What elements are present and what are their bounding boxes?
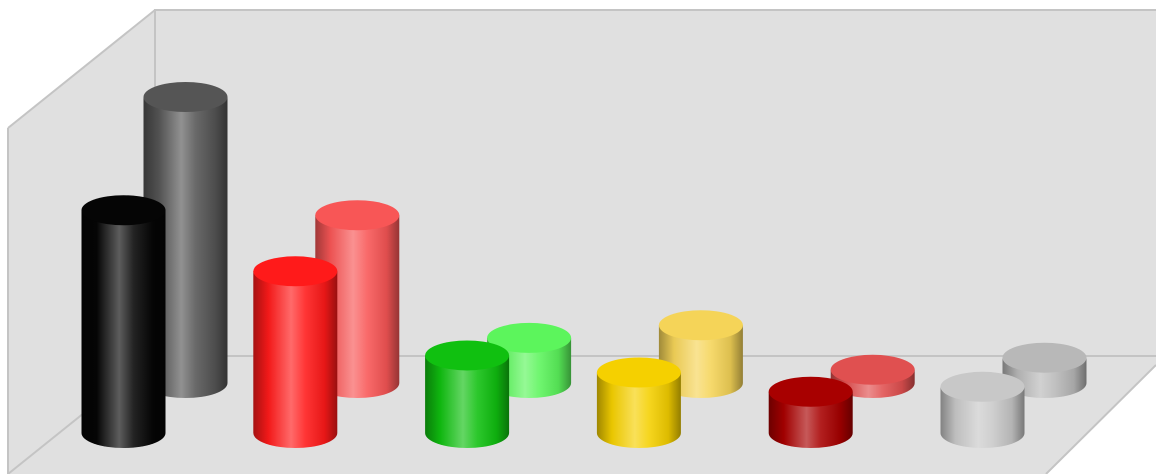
side-wall-top-edge <box>7 9 156 129</box>
cylinder-bar-s1-3 <box>425 340 510 449</box>
cylinder-top <box>425 340 510 371</box>
cylinder-body <box>81 210 166 449</box>
cylinder-body <box>940 386 1025 449</box>
cylinder-body <box>253 271 338 449</box>
cylinder-body <box>768 391 853 449</box>
cylinder-top <box>315 200 400 231</box>
cylinder-bar-s1-4 <box>596 357 681 449</box>
cylinder-top <box>143 82 228 112</box>
cylinder-top <box>658 310 743 341</box>
cylinder-top <box>940 371 1025 402</box>
cylinder-bar-s1-5 <box>768 376 853 449</box>
cylinder-bar-s1-6 <box>940 371 1025 449</box>
chart-back-wall <box>8 10 1156 474</box>
cylinder-bar-s1-2 <box>253 256 338 449</box>
cylinder-body <box>596 372 681 449</box>
cylinder-top <box>830 354 915 385</box>
cylinder-body <box>425 355 510 449</box>
cylinder-top <box>253 256 338 287</box>
cylinder-top <box>596 357 681 388</box>
cylinder-bar-s1-1 <box>81 195 166 449</box>
front-series-bars <box>81 195 1025 449</box>
cylinder-top <box>1002 342 1087 373</box>
cylinder-top <box>487 322 572 353</box>
cylinder-top <box>768 376 853 407</box>
cylinder-top <box>81 195 166 226</box>
floor-right-edge <box>1045 364 1156 474</box>
